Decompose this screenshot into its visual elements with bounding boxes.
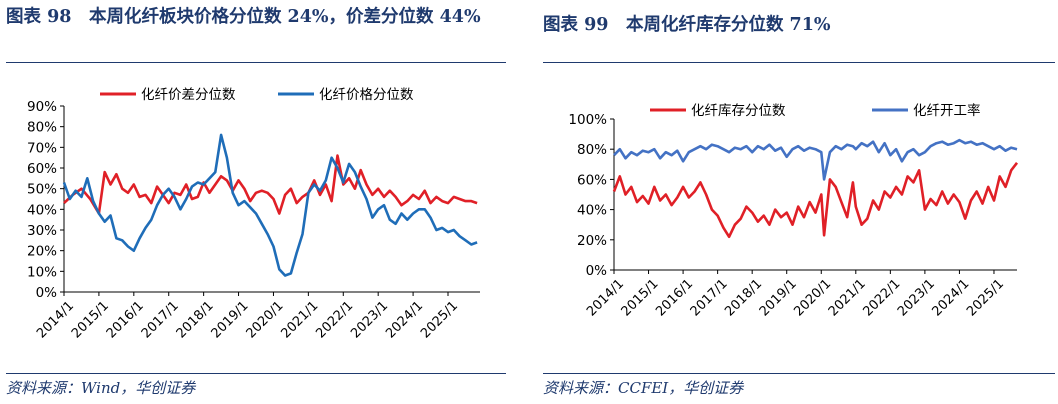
x-tick-label: 2016/1: [104, 298, 147, 341]
inventory-line-chart: 0% 20% 40% 60% 80% 100% 2014/12015/12016/12017…: [568, 102, 1019, 319]
y-tick-label: 70%: [27, 140, 57, 156]
x-tick-label: 2014/1: [34, 298, 77, 341]
y-tick-label: 50%: [27, 182, 57, 198]
x-tick-label: 2017/1: [688, 276, 731, 319]
x-tick-label: 2025/1: [418, 298, 461, 341]
source-note: 资料来源：Wind，华创证券: [6, 379, 196, 397]
y-tick-label: 60%: [27, 161, 57, 177]
series-line-2: [613, 138, 1018, 181]
series-line-1: [63, 154, 478, 215]
x-tick-label: 2025/1: [964, 276, 1007, 319]
x-tick-label: 2023/1: [895, 276, 938, 319]
x-tick-label: 2022/1: [860, 276, 903, 319]
x-tick-label: 2018/1: [722, 276, 765, 319]
x-tick-label: 2015/1: [619, 276, 662, 319]
x-tick-label: 2024/1: [383, 298, 426, 341]
y-tick-label: 80%: [27, 120, 57, 136]
legend-label: 化纤价格分位数: [319, 87, 414, 103]
x-tick-label: 2019/1: [209, 298, 252, 341]
source-divider: [543, 373, 1055, 374]
x-tick-label: 2016/1: [653, 276, 696, 319]
price-spread-line-chart: 0% 10% 20% 30% 40% 50% 60% 70% 80% 90% 2014/12015/…: [27, 87, 480, 341]
x-tick-label: 2021/1: [826, 276, 869, 319]
title-divider: [543, 62, 1055, 63]
series-line-1: [612, 162, 1019, 239]
source-note: 资料来源：CCFEI，华创证券: [543, 379, 744, 397]
figure-title: 图表 99 本周化纤库存分位数 71%: [543, 15, 831, 35]
y-tick-label: 40%: [27, 202, 57, 218]
x-tick-label: 2020/1: [244, 298, 287, 341]
y-tick-label: 0%: [586, 263, 608, 279]
legend-label: 化纤价差分位数: [141, 87, 236, 103]
series-line-2: [62, 133, 478, 277]
x-tick-label: 2015/1: [69, 298, 112, 341]
y-tick-label: 10%: [27, 264, 57, 280]
x-tick-label: 2017/1: [139, 298, 182, 341]
y-tick-label: 100%: [568, 112, 607, 128]
x-tick-label: 2018/1: [174, 298, 217, 341]
x-tick-label: 2019/1: [757, 276, 800, 319]
x-tick-label: 2024/1: [930, 276, 973, 319]
x-tick-label: 2023/1: [348, 298, 391, 341]
y-tick-label: 30%: [27, 223, 57, 239]
y-tick-label: 0%: [36, 285, 58, 301]
y-tick-label: 20%: [577, 233, 607, 249]
figure-title: 图表 98 本周化纤板块价格分位数 24%，价差分位数 44%: [6, 7, 481, 27]
source-divider: [6, 373, 506, 374]
chart-panel-price-spread: 图表 98 本周化纤板块价格分位数 24%，价差分位数 44% 0% 10% 20%…: [0, 0, 519, 404]
title-divider: [6, 62, 506, 63]
legend-label: 化纤库存分位数: [691, 103, 786, 119]
y-tick-label: 20%: [27, 244, 57, 260]
y-tick-label: 90%: [27, 99, 57, 115]
x-tick-label: 2021/1: [278, 298, 321, 341]
y-tick-label: 60%: [577, 172, 607, 188]
chart-panel-inventory: 图表 99 本周化纤库存分位数 71% 0% 20% 40% 60% 80% 100% 20…: [537, 0, 1058, 404]
x-tick-label: 2014/1: [584, 276, 627, 319]
legend-label: 化纤开工率: [913, 102, 981, 119]
y-tick-label: 40%: [577, 203, 607, 219]
x-tick-label: 2022/1: [313, 298, 356, 341]
y-tick-label: 80%: [577, 142, 607, 158]
x-tick-label: 2020/1: [791, 276, 834, 319]
